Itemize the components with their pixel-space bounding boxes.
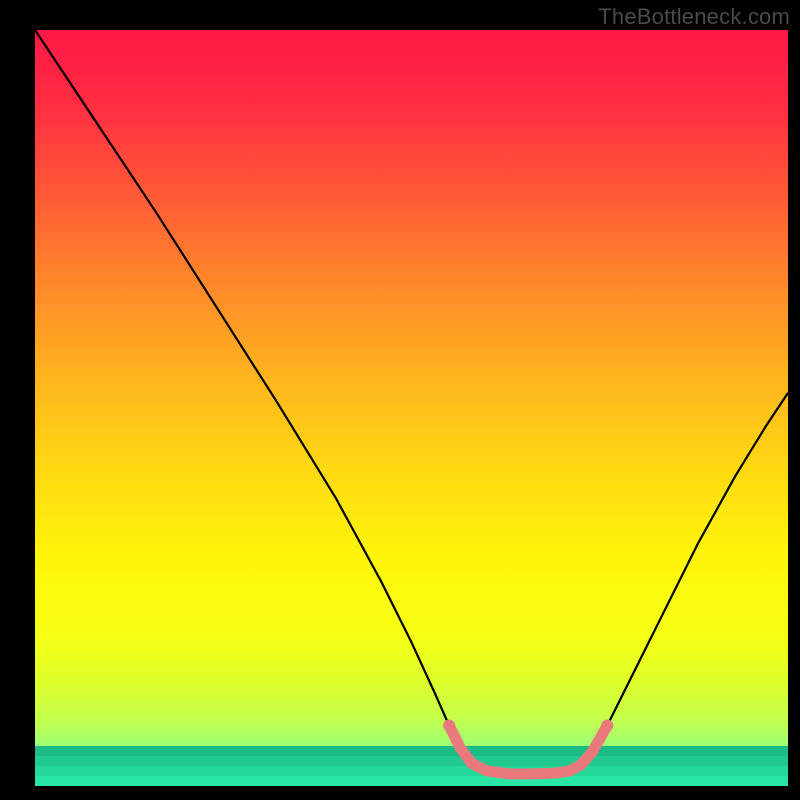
valley-endpoint-dot — [443, 720, 455, 732]
chart-stage: TheBottleneck.com — [0, 0, 800, 800]
frame-left — [0, 0, 35, 800]
bottleneck-chart — [0, 0, 800, 800]
frame-right — [788, 0, 800, 800]
bottom-stripe — [35, 776, 788, 786]
frame-bottom — [0, 786, 800, 800]
valley-endpoint-dot — [601, 720, 613, 732]
plot-background — [35, 30, 788, 786]
bottom-stripe — [35, 756, 788, 766]
bottom-stripe — [35, 766, 788, 776]
watermark-text: TheBottleneck.com — [598, 4, 790, 30]
bottom-stripe — [35, 746, 788, 756]
